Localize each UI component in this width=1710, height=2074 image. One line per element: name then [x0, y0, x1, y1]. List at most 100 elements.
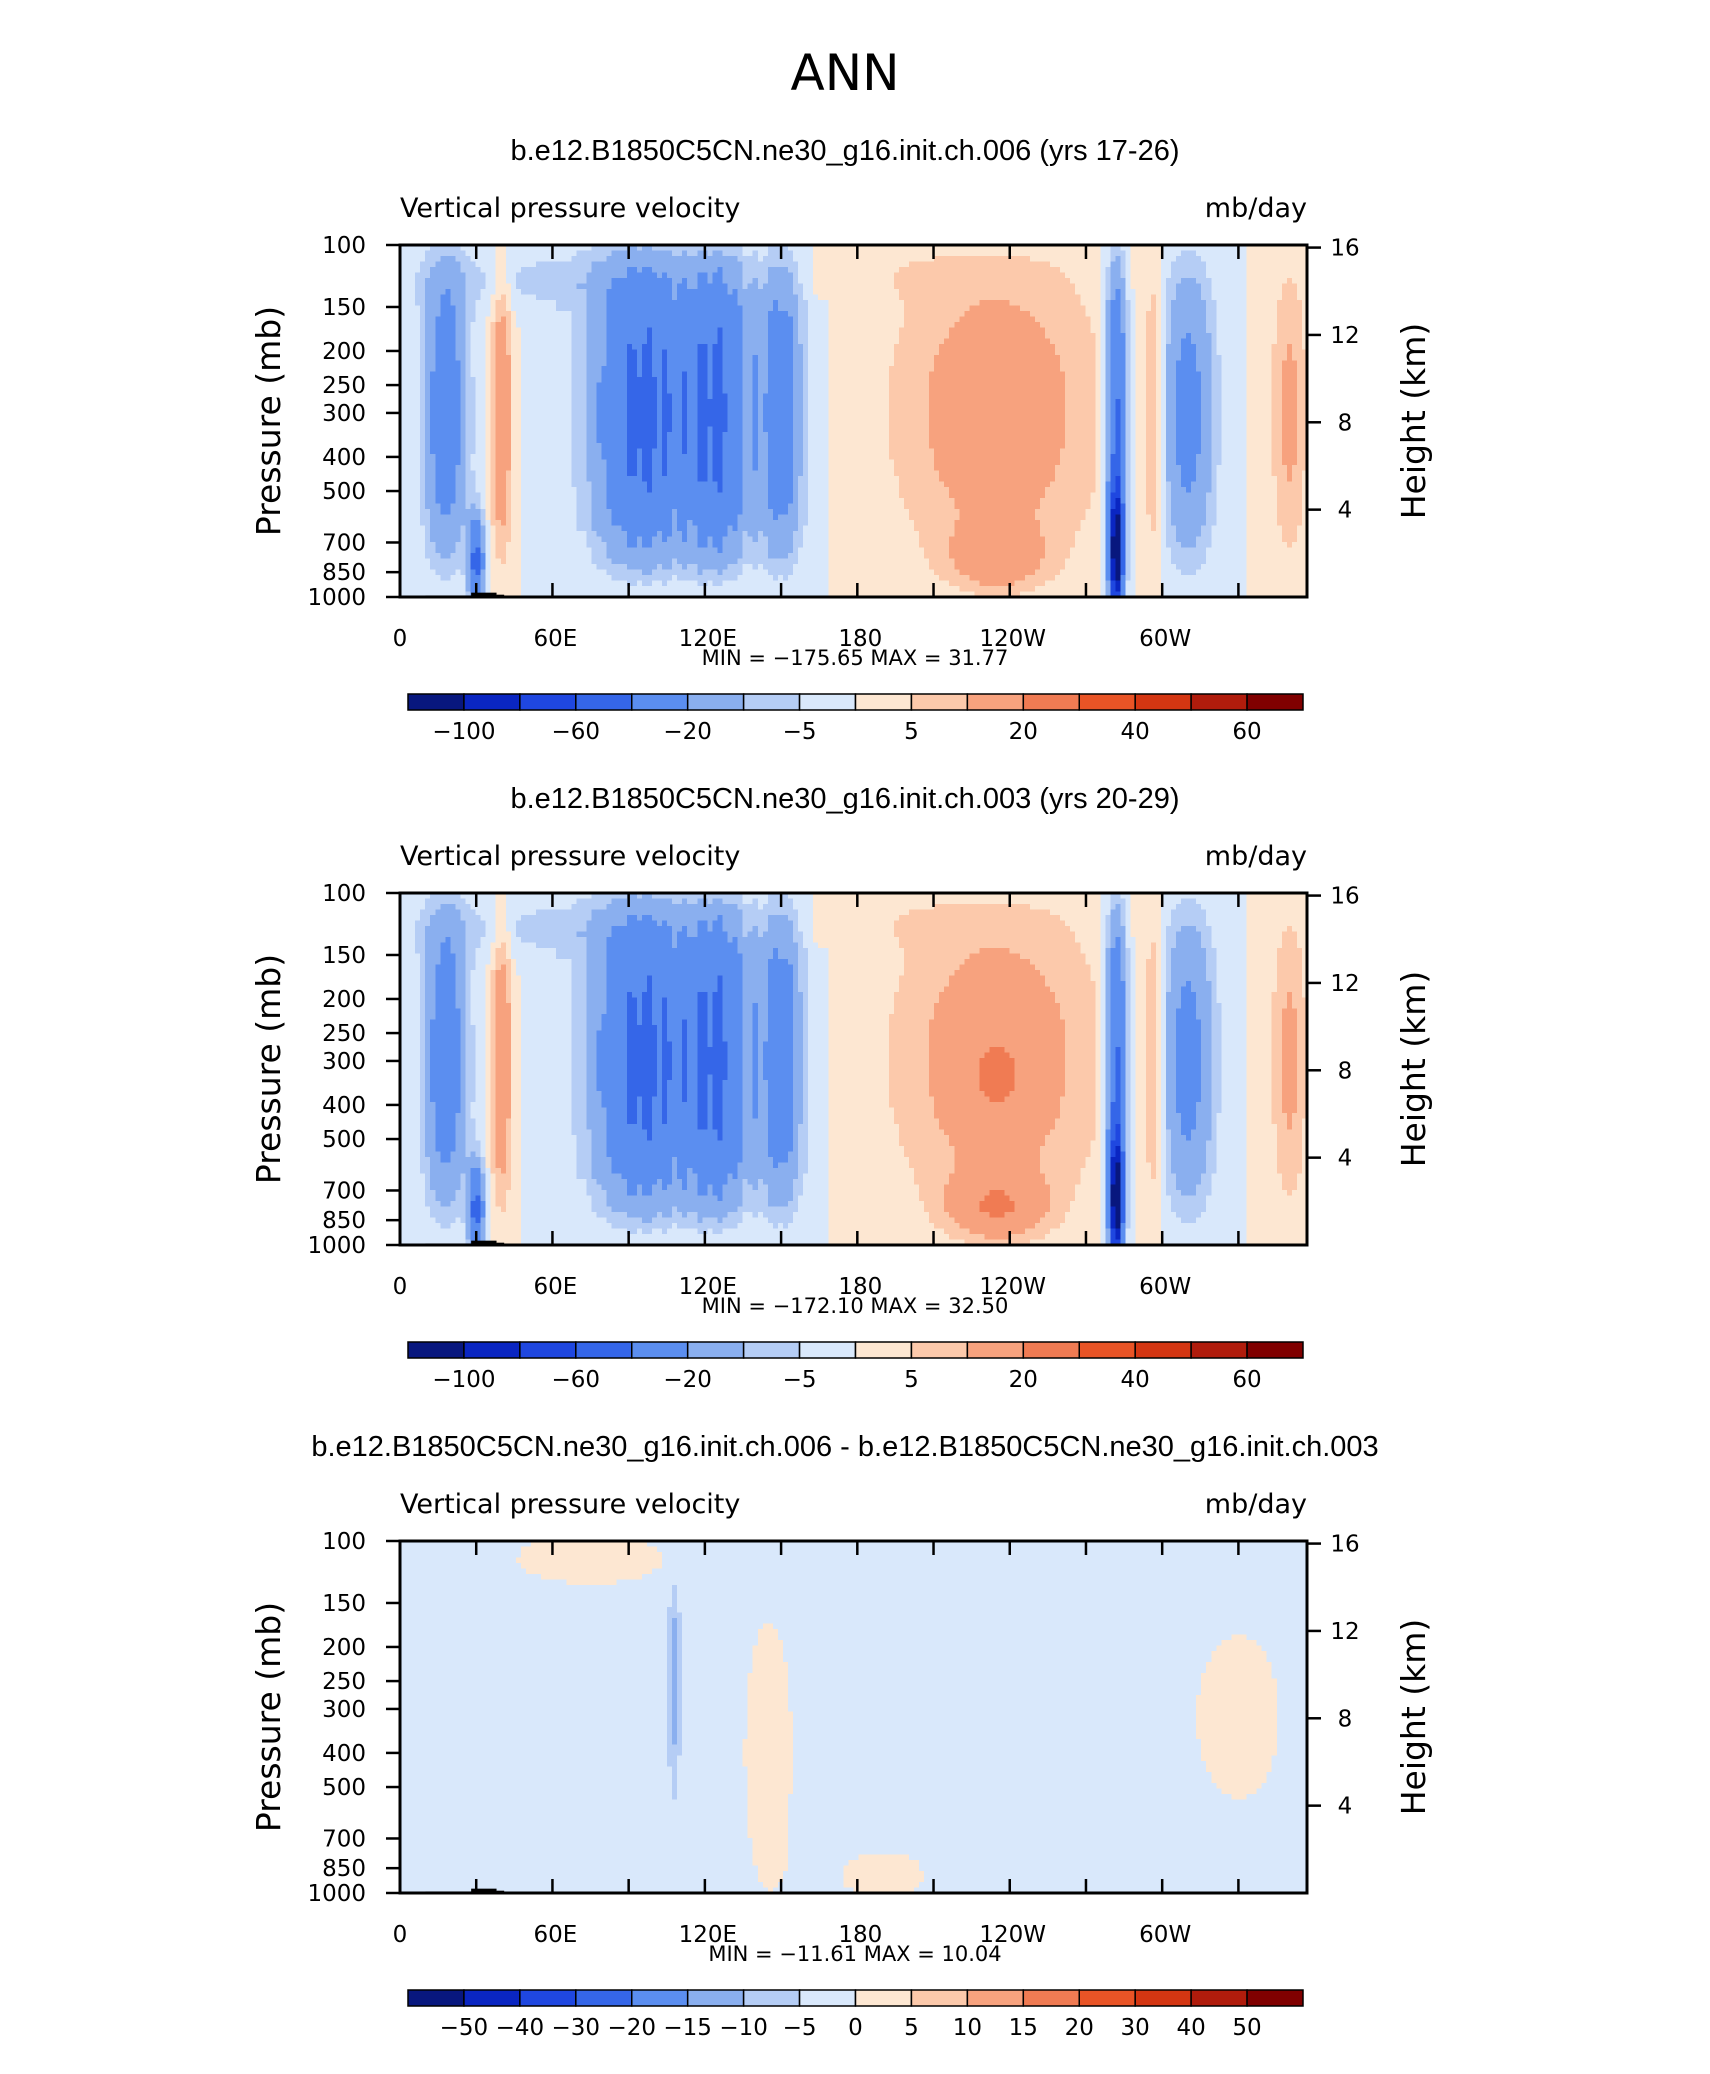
field-cell	[440, 272, 446, 279]
field-cell	[1256, 322, 1263, 329]
field-cell	[611, 366, 618, 373]
field-cell	[1019, 366, 1026, 373]
field-cell	[1291, 366, 1298, 373]
field-cell	[505, 300, 512, 307]
field-cell	[1019, 250, 1026, 257]
field-cell	[425, 377, 431, 384]
field-cell	[1120, 388, 1127, 395]
field-cell	[979, 256, 986, 263]
field-cell	[954, 371, 960, 378]
field-cell	[1181, 316, 1187, 323]
field-cell	[687, 289, 693, 296]
field-cell	[722, 289, 729, 296]
field-cell	[934, 305, 940, 312]
field-cell	[1231, 245, 1238, 252]
field-cell	[636, 338, 643, 345]
field-cell	[1296, 377, 1303, 384]
field-cell	[1281, 322, 1288, 329]
field-cell	[505, 382, 512, 389]
field-cell	[571, 250, 577, 257]
field-cell	[883, 344, 890, 351]
field-cell	[994, 272, 1001, 279]
field-cell	[651, 256, 658, 263]
field-cell	[1024, 245, 1031, 252]
field-cell	[934, 322, 940, 329]
field-cell	[541, 278, 547, 285]
field-cell	[1291, 344, 1298, 351]
field-cell	[813, 333, 819, 340]
field-cell	[405, 371, 411, 378]
field-cell	[405, 344, 411, 351]
field-cell	[777, 261, 784, 268]
field-cell	[485, 316, 492, 323]
field-cell	[1019, 261, 1026, 268]
field-cell	[651, 322, 658, 329]
field-cell	[1055, 322, 1061, 329]
field-cell	[1191, 333, 1197, 340]
field-cell	[480, 366, 487, 373]
field-cell	[898, 338, 905, 345]
field-cell	[616, 344, 623, 351]
field-cell	[470, 311, 477, 318]
field-cell	[480, 289, 487, 296]
field-cell	[939, 327, 945, 334]
field-cell	[505, 366, 512, 373]
field-cell	[697, 305, 703, 312]
field-cell	[732, 366, 739, 373]
field-cell	[1165, 338, 1172, 345]
field-cell	[883, 366, 890, 373]
field-cell	[1070, 267, 1076, 274]
field-cell	[828, 261, 834, 268]
field-cell	[1080, 250, 1086, 257]
field-cell	[939, 245, 945, 252]
field-cell	[611, 377, 618, 384]
field-cell	[576, 371, 582, 378]
field-cell	[863, 316, 870, 323]
field-cell	[500, 311, 507, 318]
field-cell	[500, 261, 507, 268]
field-cell	[576, 355, 582, 362]
field-cell	[581, 311, 588, 318]
field-cell	[641, 267, 648, 274]
field-cell	[646, 366, 653, 373]
field-cell	[541, 349, 547, 356]
field-cell	[742, 305, 749, 312]
field-cell	[677, 250, 683, 257]
field-cell	[1281, 366, 1288, 373]
field-cell	[1301, 278, 1308, 285]
field-cell	[974, 371, 981, 378]
field-cell	[1070, 300, 1076, 307]
field-cell	[450, 316, 457, 323]
field-cell	[1181, 250, 1187, 257]
field-cell	[1191, 344, 1197, 351]
field-cell	[777, 267, 784, 274]
field-cell	[798, 272, 804, 279]
field-cell	[531, 333, 537, 340]
field-cell	[878, 344, 885, 351]
field-cell	[1256, 371, 1263, 378]
field-cell	[475, 333, 482, 340]
field-cell	[601, 388, 608, 395]
field-cell	[697, 377, 703, 384]
field-cell	[656, 360, 663, 367]
field-cell	[662, 316, 668, 323]
field-cell	[853, 311, 860, 318]
field-cell	[989, 316, 996, 323]
field-cell	[485, 256, 492, 263]
field-cell	[1186, 327, 1192, 334]
field-cell	[777, 355, 784, 362]
field-cell	[813, 338, 819, 345]
field-cell	[430, 371, 436, 378]
field-cell	[1291, 371, 1298, 378]
field-cell	[667, 360, 673, 367]
field-cell	[1090, 261, 1096, 268]
field-cell	[843, 393, 850, 400]
field-cell	[833, 322, 839, 329]
field-cell	[435, 250, 441, 257]
field-cell	[722, 377, 729, 384]
field-cell	[979, 333, 986, 340]
field-cell	[1090, 366, 1096, 373]
field-cell	[1130, 344, 1137, 351]
field-cell	[470, 388, 477, 395]
field-cell	[717, 333, 724, 340]
